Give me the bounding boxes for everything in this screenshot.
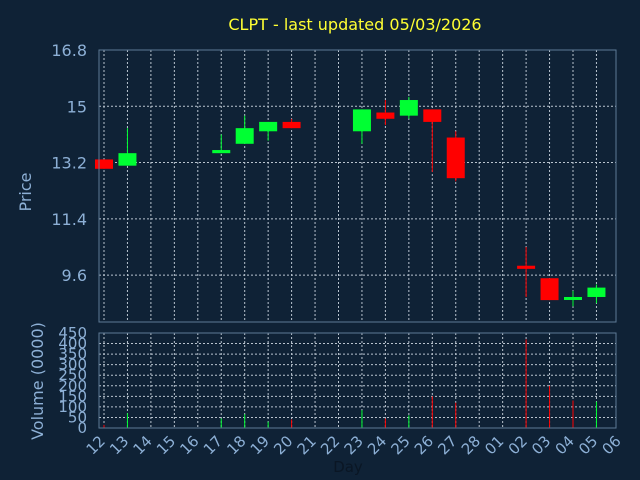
x-tick: 17 [200,432,226,458]
candle-body [376,112,395,119]
x-tick: 25 [387,432,413,458]
x-tick: 22 [317,432,343,458]
x-tick: 04 [552,432,578,458]
price-y-tick-labels: 16.8 15 13.2 11.4 9.6 [51,41,87,285]
candlesticks [95,96,606,307]
x-tick: 13 [106,432,132,458]
x-tick: 05 [575,432,601,458]
volume-y-tick: 150 [58,387,87,405]
candle-body [235,128,254,144]
candle-body [517,265,536,269]
volume-y-tick: 400 [58,335,87,353]
x-tick: 27 [434,432,460,458]
x-tick: 16 [176,432,202,458]
price-y-axis-label: Price [16,172,35,211]
x-tick: 20 [270,432,296,458]
candle-body [446,137,465,179]
volume-y-tick: 450 [58,324,87,342]
candle-body [587,287,606,297]
price-y-tick: 15 [67,97,87,116]
candle-body [540,278,559,301]
volume-y-tick: 250 [58,366,87,384]
price-y-tick: 11.4 [51,210,87,229]
x-tick: 26 [411,432,437,458]
price-plot-frame [98,49,617,323]
candle-body [95,159,113,169]
x-tick: 01 [481,432,507,458]
volume-y-tick: 100 [58,398,87,416]
candle-body [399,100,418,116]
x-tick: 19 [247,432,273,458]
price-y-tick: 9.6 [62,266,87,285]
volume-y-axis-label: Volume (0000) [28,322,47,440]
candle-body [259,121,278,132]
chart-title: CLPT - last updated 05/03/2026 [228,15,481,34]
x-tick: 14 [129,432,155,458]
x-tick: 03 [528,432,554,458]
price-gridlines [99,50,616,322]
candle-body [282,121,301,129]
x-tick: 21 [294,432,320,458]
volume-y-tick: 200 [58,377,87,395]
volume-y-tick: 0 [77,419,87,437]
volume-gridlines [99,333,616,428]
x-tick: 23 [341,432,367,458]
volume-y-tick: 50 [68,408,87,426]
candle-body [212,150,231,154]
candle-body [423,109,442,122]
x-tick: 15 [153,432,179,458]
volume-bars [103,339,597,428]
volume-y-tick: 300 [58,356,87,374]
x-axis-label: Day [333,458,363,476]
x-tick: 02 [505,432,531,458]
price-y-tick: 16.8 [51,41,87,60]
x-tick: 28 [458,432,484,458]
x-tick-labels: 1213141516171819202122232425262728010203… [83,432,625,458]
volume-y-tick: 350 [58,345,87,363]
candle-body [352,109,371,132]
x-tick: 18 [223,432,249,458]
volume-plot-frame [98,332,617,429]
x-tick: 24 [364,432,390,458]
price-y-tick: 13.2 [51,154,87,173]
candle-body [564,296,582,300]
candle-body [118,153,137,166]
x-tick: 06 [598,432,624,458]
